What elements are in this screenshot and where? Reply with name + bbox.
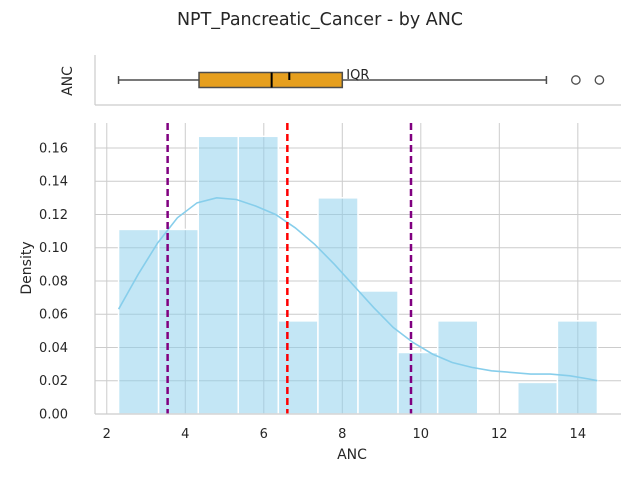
boxplot-outlier <box>594 75 605 85</box>
histogram-bar <box>197 135 240 415</box>
y-tick-label: 0.12 <box>39 208 68 223</box>
y-axis-ticks: 0.00 0.02 0.04 0.06 0.08 0.10 0.12 0.14 0.16 <box>39 141 68 422</box>
y-tick-label: 0.00 <box>39 408 68 423</box>
x-axis-label: ANC <box>337 447 367 463</box>
x-tick-label: 8 <box>338 427 346 442</box>
x-tick-label: 4 <box>181 427 189 442</box>
x-tick-label: 6 <box>260 427 268 442</box>
chart-title: NPT_Pancreatic_Cancer - by ANC <box>177 10 463 30</box>
x-tick-label: 14 <box>570 427 587 442</box>
histogram-bar <box>556 320 599 415</box>
y-tick-label: 0.06 <box>39 308 68 323</box>
histogram-bar <box>317 197 359 415</box>
histogram-bar <box>357 290 399 415</box>
histogram-bar <box>517 381 559 415</box>
histogram-bar <box>397 351 439 415</box>
x-tick-label: 10 <box>413 427 430 442</box>
kde-curve <box>117 196 598 382</box>
y-tick-label: 0.16 <box>39 141 68 156</box>
histogram-spines <box>94 123 621 415</box>
histogram-bars <box>117 135 599 415</box>
y-tick-label: 0.10 <box>39 241 68 256</box>
histogram-bar <box>237 135 280 415</box>
kde-curve-group <box>117 196 598 382</box>
histogram-panel: 2 4 6 8 10 12 14 0.000.020.040.060.080.100.120… <box>19 123 621 463</box>
reference-lines <box>166 123 413 414</box>
x-axis-ticks: 2 4 6 8 10 12 14 <box>103 427 586 442</box>
y-tick-label: 0.14 <box>39 175 68 190</box>
histogram-bar <box>277 320 319 415</box>
y-axis-label: Density <box>19 241 35 294</box>
boxplot-iqr-annotation: IQR <box>346 68 369 83</box>
histogram-bar <box>157 228 199 415</box>
x-tick-label: 12 <box>491 427 508 442</box>
boxplot-outlier <box>571 75 581 85</box>
y-tick-label: 0.04 <box>39 341 68 356</box>
histogram-bar <box>117 228 160 415</box>
y-tick-label: 0.02 <box>39 374 68 389</box>
boxplot-panel: ANC IQR <box>60 55 621 106</box>
boxplot-y-axis-label: ANC <box>60 66 76 96</box>
boxplot-elements: IQR <box>117 68 605 89</box>
x-tick-label: 2 <box>103 427 111 442</box>
y-tick-label: 0.08 <box>39 274 68 289</box>
